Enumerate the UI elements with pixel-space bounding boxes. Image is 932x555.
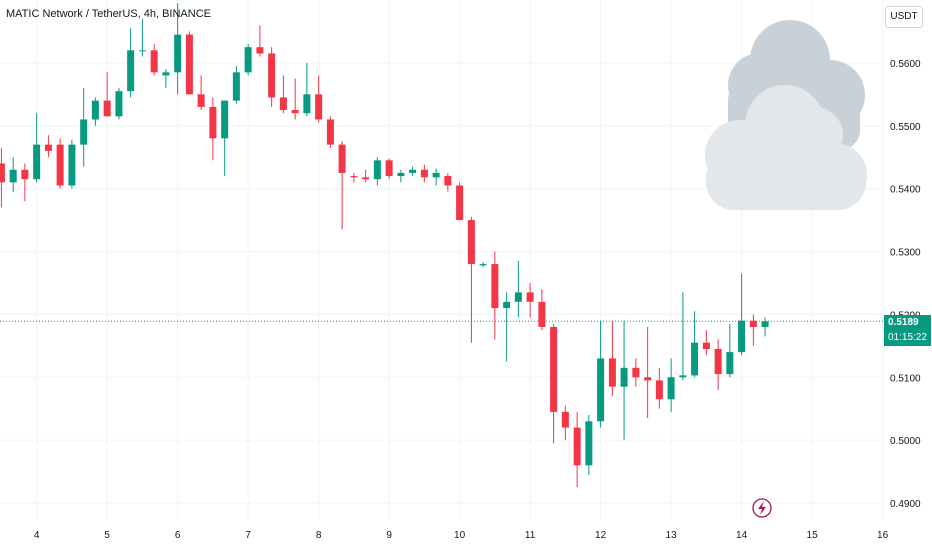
candle[interactable] xyxy=(644,326,652,419)
candle[interactable] xyxy=(303,62,311,117)
x-tick-label: 8 xyxy=(316,530,322,541)
candle[interactable] xyxy=(667,358,675,412)
candle[interactable] xyxy=(632,358,640,387)
candle[interactable] xyxy=(373,157,381,186)
candle[interactable] xyxy=(585,414,593,475)
candle[interactable] xyxy=(291,78,299,120)
candle[interactable] xyxy=(397,169,405,183)
candle[interactable] xyxy=(174,3,182,95)
y-tick-label: 0.5400 xyxy=(890,185,921,196)
candle[interactable] xyxy=(162,69,170,89)
candle[interactable] xyxy=(68,139,76,189)
candle[interactable] xyxy=(268,47,276,107)
cloud-icon xyxy=(705,20,867,210)
currency-button[interactable]: USDT xyxy=(885,6,923,28)
x-tick-label: 16 xyxy=(877,530,889,541)
candle[interactable] xyxy=(526,282,534,318)
lightning-bolt-icon[interactable] xyxy=(752,498,772,518)
candle[interactable] xyxy=(691,311,699,378)
candle[interactable] xyxy=(538,289,546,331)
candle[interactable] xyxy=(503,292,511,362)
candle[interactable] xyxy=(244,44,252,76)
candle[interactable] xyxy=(56,138,64,189)
candle[interactable] xyxy=(0,147,5,208)
candle[interactable] xyxy=(115,88,123,120)
candle[interactable] xyxy=(679,292,687,381)
candle[interactable] xyxy=(150,44,158,76)
candle[interactable] xyxy=(44,135,52,158)
y-tick-label: 0.5000 xyxy=(890,436,921,447)
candle[interactable] xyxy=(315,75,323,123)
candle[interactable] xyxy=(209,97,217,161)
candle[interactable] xyxy=(620,320,628,441)
candle[interactable] xyxy=(326,116,334,148)
candle[interactable] xyxy=(561,405,569,441)
x-tick-label: 9 xyxy=(386,530,392,541)
y-tick-label: 0.5100 xyxy=(890,373,921,384)
candle[interactable] xyxy=(573,411,581,488)
candle[interactable] xyxy=(738,273,746,356)
candle[interactable] xyxy=(385,158,393,180)
y-tick-label: 0.5300 xyxy=(890,248,921,259)
candle[interactable] xyxy=(761,317,769,337)
y-tick-label: 0.5600 xyxy=(890,59,921,70)
x-tick-label: 13 xyxy=(666,530,678,541)
candle[interactable] xyxy=(80,88,88,167)
x-tick-label: 10 xyxy=(454,530,466,541)
y-axis: 0.56000.55000.54000.53000.52000.51000.50… xyxy=(890,59,921,510)
candle[interactable] xyxy=(350,172,358,183)
y-tick-label: 0.4900 xyxy=(890,499,921,510)
x-tick-label: 14 xyxy=(736,530,748,541)
candle[interactable] xyxy=(608,320,616,397)
last-price-label: 0.5189 xyxy=(884,315,931,330)
candle[interactable] xyxy=(9,157,17,192)
x-tick-label: 11 xyxy=(525,530,536,541)
y-tick-label: 0.5500 xyxy=(890,122,921,133)
candle[interactable] xyxy=(232,66,240,104)
candle[interactable] xyxy=(21,163,29,202)
candle[interactable] xyxy=(655,367,663,409)
x-tick-label: 5 xyxy=(104,530,110,541)
candle[interactable] xyxy=(456,182,464,221)
candle[interactable] xyxy=(749,314,757,346)
candle[interactable] xyxy=(444,172,452,192)
x-tick-label: 6 xyxy=(175,530,181,541)
candle[interactable] xyxy=(185,31,193,95)
x-tick-label: 7 xyxy=(245,530,251,541)
candle[interactable] xyxy=(362,169,370,183)
candle[interactable] xyxy=(550,323,558,444)
candle[interactable] xyxy=(338,141,346,230)
candle[interactable] xyxy=(127,28,135,98)
candle[interactable] xyxy=(103,72,111,117)
candle[interactable] xyxy=(467,216,475,343)
candles xyxy=(0,3,769,488)
candle[interactable] xyxy=(138,18,146,57)
candle[interactable] xyxy=(597,320,605,428)
x-tick-label: 15 xyxy=(807,530,819,541)
candle[interactable] xyxy=(256,25,264,57)
candle[interactable] xyxy=(491,251,499,340)
x-axis: 4 5 6 7 8 9 10 11 12 13 14 15 16 xyxy=(34,530,889,541)
x-tick-label: 12 xyxy=(595,530,607,541)
candle[interactable] xyxy=(409,166,417,177)
candle[interactable] xyxy=(91,97,99,126)
candle[interactable] xyxy=(432,168,440,186)
candle[interactable] xyxy=(279,75,287,114)
candle[interactable] xyxy=(714,339,722,390)
chart-title: MATIC Network / TetherUS, 4h, BINANCE xyxy=(6,8,211,20)
candle[interactable] xyxy=(479,262,487,268)
candle[interactable] xyxy=(221,100,229,177)
countdown-label: 01:15:22 xyxy=(884,330,931,346)
candle[interactable] xyxy=(514,260,522,318)
candle[interactable] xyxy=(420,164,428,183)
candle[interactable] xyxy=(197,75,205,111)
x-tick-label: 4 xyxy=(34,530,40,541)
candle[interactable] xyxy=(726,323,734,378)
candle[interactable] xyxy=(33,113,41,183)
candle[interactable] xyxy=(702,330,710,356)
